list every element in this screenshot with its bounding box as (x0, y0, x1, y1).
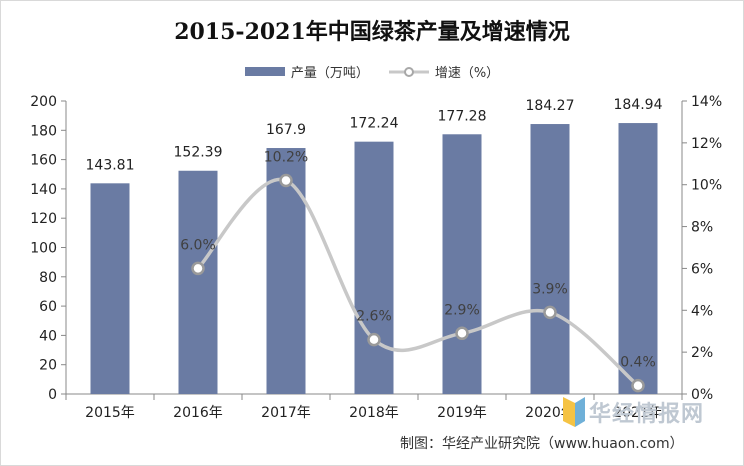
x-tick-label: 2015年 (85, 405, 135, 421)
bar (354, 141, 394, 394)
left-tick-label: 180 (30, 123, 57, 139)
bar (442, 134, 482, 395)
bar-value-label: 172.24 (350, 116, 399, 132)
x-tick-label: 2020年 (525, 405, 575, 421)
bar-value-label: 184.27 (526, 98, 575, 114)
left-tick-label: 60 (39, 299, 57, 315)
left-tick-label: 40 (39, 328, 57, 344)
left-tick-label: 200 (30, 94, 57, 110)
bar (618, 123, 658, 394)
x-tick-label: 2017年 (261, 405, 311, 421)
legend-entry-growth: 增速（%） (388, 62, 500, 81)
bar (178, 170, 218, 394)
watermark: 华经情报网 (563, 396, 704, 428)
legend-label-growth: 增速（%） (434, 66, 500, 81)
legend-label-production: 产量（万吨） (290, 66, 369, 81)
legend-entry-production: 产量（万吨） (244, 62, 369, 81)
growth-value-label: 0.4% (620, 355, 656, 371)
right-tick-label: 10% (691, 178, 722, 194)
legend-line-swatch (388, 66, 429, 77)
legend: 产量（万吨） 增速（%） (0, 62, 744, 81)
bar-value-label: 143.81 (86, 157, 135, 173)
growth-line (196, 177, 640, 388)
bar (530, 124, 570, 395)
bar-value-label: 184.94 (614, 97, 663, 113)
bar-value-label: 152.39 (174, 145, 223, 161)
growth-point (279, 173, 293, 188)
right-tick-label: 0% (691, 387, 713, 403)
growth-point (191, 261, 205, 276)
x-tick-label: 2018年 (349, 405, 399, 421)
left-tick-label: 0 (48, 387, 57, 403)
bar (90, 183, 130, 394)
left-tick-label: 120 (30, 211, 57, 227)
left-tick-label: 160 (30, 153, 57, 169)
watermark-text: 华经情报网 (589, 402, 705, 427)
right-tick-label: 12% (691, 136, 722, 152)
growth-value-label: 2.9% (444, 302, 480, 318)
left-tick-label: 20 (39, 358, 57, 374)
growth-point (455, 326, 469, 341)
left-tick-label: 80 (39, 270, 57, 286)
left-tick-label: 100 (30, 241, 57, 257)
watermark-logo-icon (563, 397, 585, 427)
growth-value-label: 2.6% (356, 309, 392, 325)
growth-value-label: 3.9% (532, 281, 568, 297)
source-note: 制图：华经产业研究院（www.huaon.com） (400, 436, 684, 452)
growth-point (367, 332, 381, 347)
bar (266, 148, 306, 394)
chart-title: 2015-2021年中国绿茶产量及增速情况 (174, 19, 570, 45)
growth-value-label: 6.0% (180, 237, 216, 253)
right-tick-label: 2% (691, 345, 713, 361)
x-tick-label: 2016年 (173, 405, 223, 421)
right-tick-label: 6% (691, 261, 713, 277)
growth-point (631, 378, 645, 393)
right-tick-label: 4% (691, 303, 713, 319)
x-tick-label: 2021年 (613, 405, 663, 421)
bar-value-label: 167.9 (266, 122, 306, 138)
growth-value-label: 10.2% (264, 150, 308, 166)
growth-point (543, 305, 557, 320)
left-tick-label: 140 (30, 182, 57, 198)
right-tick-label: 14% (691, 94, 722, 110)
right-tick-label: 8% (691, 220, 713, 236)
bar-value-label: 177.28 (438, 108, 487, 124)
legend-bar-swatch (244, 67, 285, 76)
x-tick-label: 2019年 (437, 405, 487, 421)
